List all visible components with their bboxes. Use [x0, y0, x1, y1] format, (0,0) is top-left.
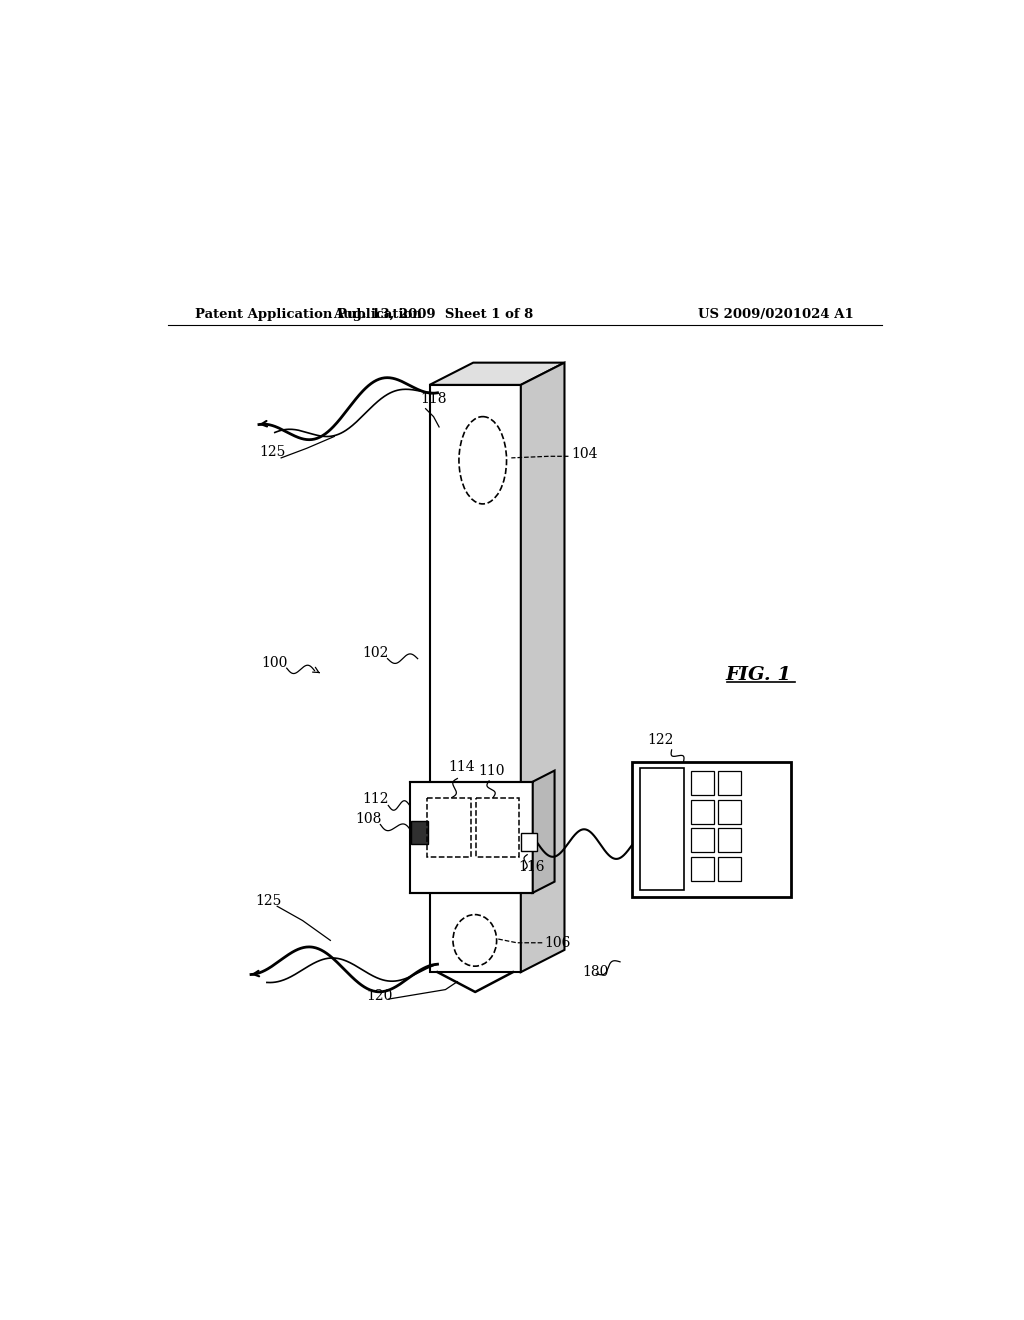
Text: Patent Application Publication: Patent Application Publication [196, 308, 422, 321]
Text: 100: 100 [261, 656, 288, 669]
Text: 104: 104 [570, 447, 597, 461]
Polygon shape [719, 771, 740, 795]
Polygon shape [691, 771, 714, 795]
Text: 110: 110 [479, 763, 505, 777]
Text: 180: 180 [582, 965, 608, 979]
Text: 125: 125 [259, 445, 286, 459]
Polygon shape [691, 800, 714, 824]
Polygon shape [410, 781, 532, 892]
Text: 108: 108 [355, 812, 382, 826]
Text: 114: 114 [449, 760, 475, 775]
Polygon shape [521, 833, 537, 850]
Text: 102: 102 [362, 645, 388, 660]
Text: Aug. 13, 2009  Sheet 1 of 8: Aug. 13, 2009 Sheet 1 of 8 [334, 308, 534, 321]
Text: 106: 106 [545, 936, 571, 950]
Polygon shape [640, 768, 684, 891]
Polygon shape [532, 771, 555, 892]
Polygon shape [719, 800, 740, 824]
Polygon shape [430, 363, 564, 385]
Polygon shape [521, 363, 564, 972]
Text: 116: 116 [518, 859, 545, 874]
Polygon shape [430, 385, 521, 972]
Text: 120: 120 [367, 989, 392, 1003]
Text: US 2009/0201024 A1: US 2009/0201024 A1 [698, 308, 854, 321]
Polygon shape [691, 829, 714, 853]
Polygon shape [691, 857, 714, 880]
Polygon shape [632, 762, 791, 896]
Text: 125: 125 [255, 894, 282, 908]
Text: 112: 112 [362, 792, 389, 807]
Text: 118: 118 [420, 392, 446, 407]
Polygon shape [719, 857, 740, 880]
Polygon shape [719, 829, 740, 853]
Text: FIG. 1: FIG. 1 [726, 665, 792, 684]
Text: 122: 122 [648, 734, 674, 747]
Polygon shape [411, 821, 428, 843]
